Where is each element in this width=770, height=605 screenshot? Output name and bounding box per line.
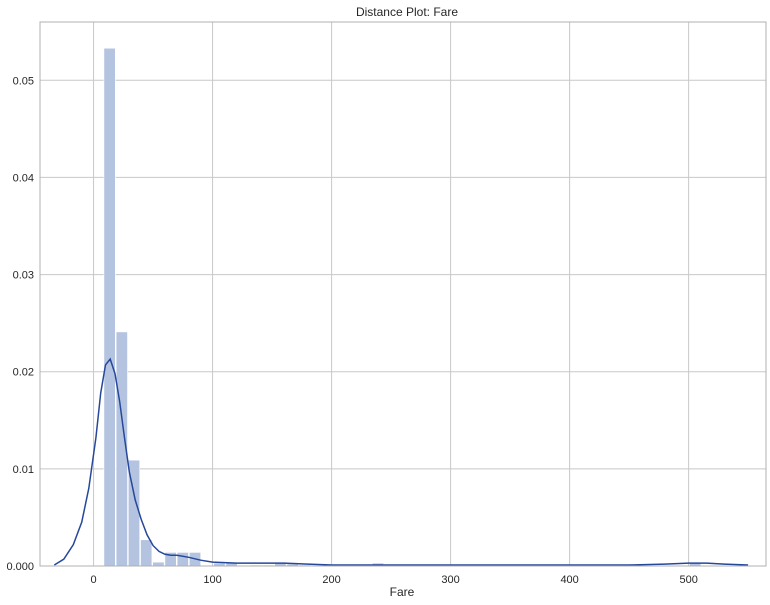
x-tick-label-1: 100	[203, 574, 221, 586]
y-tick-label-4: 0.04	[13, 172, 34, 184]
y-tick-label-1: 0.01	[13, 464, 34, 476]
y-tick-label-0: 0.000	[6, 561, 34, 573]
kde-line	[53, 357, 749, 566]
y-tick-label-3: 0.03	[13, 270, 34, 282]
histogram-bar-0	[103, 47, 116, 567]
x-tick-labels: 0 100 200 300 400 500	[90, 574, 697, 586]
x-tick-label-2: 200	[322, 574, 340, 586]
x-tick-label-4: 400	[560, 574, 578, 586]
histogram-bar-4	[152, 561, 165, 567]
histogram-bar-6	[176, 552, 189, 567]
x-tick-label-5: 500	[679, 574, 697, 586]
plot-frame	[39, 21, 767, 567]
grid-layer	[40, 22, 766, 567]
x-tick-label-0: 0	[90, 574, 96, 586]
y-tick-label-5: 0.05	[13, 75, 34, 87]
histogram-bar-3	[140, 539, 153, 567]
y-tick-label-2: 0.02	[13, 367, 34, 379]
x-tick-label-3: 300	[441, 574, 459, 586]
x-axis-label: Fare	[390, 585, 415, 599]
y-tick-labels: 0.000 0.01 0.02 0.03 0.04 0.05	[6, 75, 34, 573]
histogram-bars	[103, 47, 702, 567]
chart-title: Distance Plot: Fare	[356, 5, 458, 19]
